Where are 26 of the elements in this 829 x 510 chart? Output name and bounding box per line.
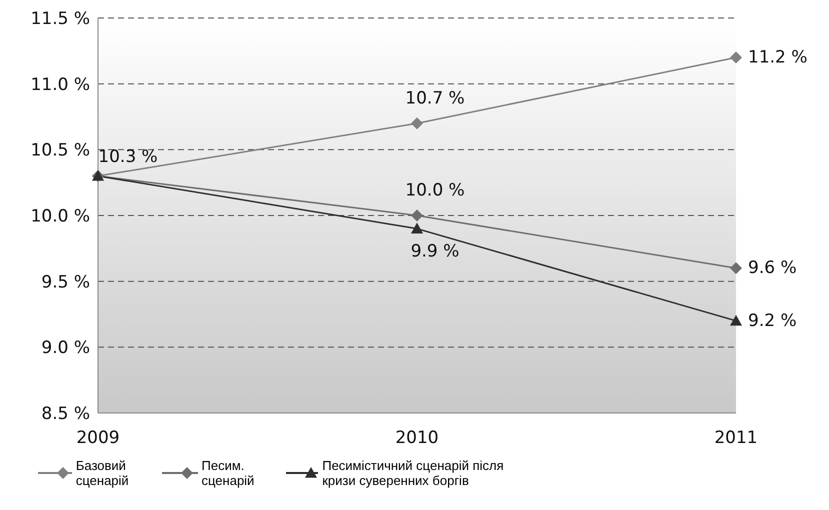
y-tick-label: 9.0 % xyxy=(41,338,90,358)
data-label: 11.2 % xyxy=(748,48,808,68)
point xyxy=(730,52,742,64)
point xyxy=(730,314,742,326)
y-tick-label: 11.5 % xyxy=(30,9,90,30)
y-tick-label: 10.0 % xyxy=(30,206,90,227)
legend-label: Базовий сценарій xyxy=(76,458,130,488)
point xyxy=(730,262,742,274)
x-tick-label: 2009 xyxy=(76,428,120,448)
y-tick-label: 11.0 % xyxy=(30,74,90,95)
y-tick-label: 10.5 % xyxy=(30,140,90,161)
y-tick-label: 8.5 % xyxy=(41,404,90,424)
point xyxy=(411,210,423,222)
y-tick-label: 9.5 % xyxy=(41,272,90,292)
data-label: 9.9 % xyxy=(410,242,460,262)
point xyxy=(411,222,423,234)
data-label: 10.0 % xyxy=(405,180,465,200)
x-tick-label: 2010 xyxy=(395,428,439,448)
data-label: 10.3 % xyxy=(98,147,158,167)
legend-label: Песим. сценарій xyxy=(202,458,256,488)
data-label: 9.2 % xyxy=(748,310,797,331)
legend-label: Песимістичний сценарій після кризи суверенних боргів xyxy=(322,458,505,488)
point xyxy=(411,117,423,130)
data-label: 10.7 % xyxy=(405,88,465,108)
x-tick-label: 2011 xyxy=(714,428,758,448)
data-label: 9.6 % xyxy=(748,258,797,278)
